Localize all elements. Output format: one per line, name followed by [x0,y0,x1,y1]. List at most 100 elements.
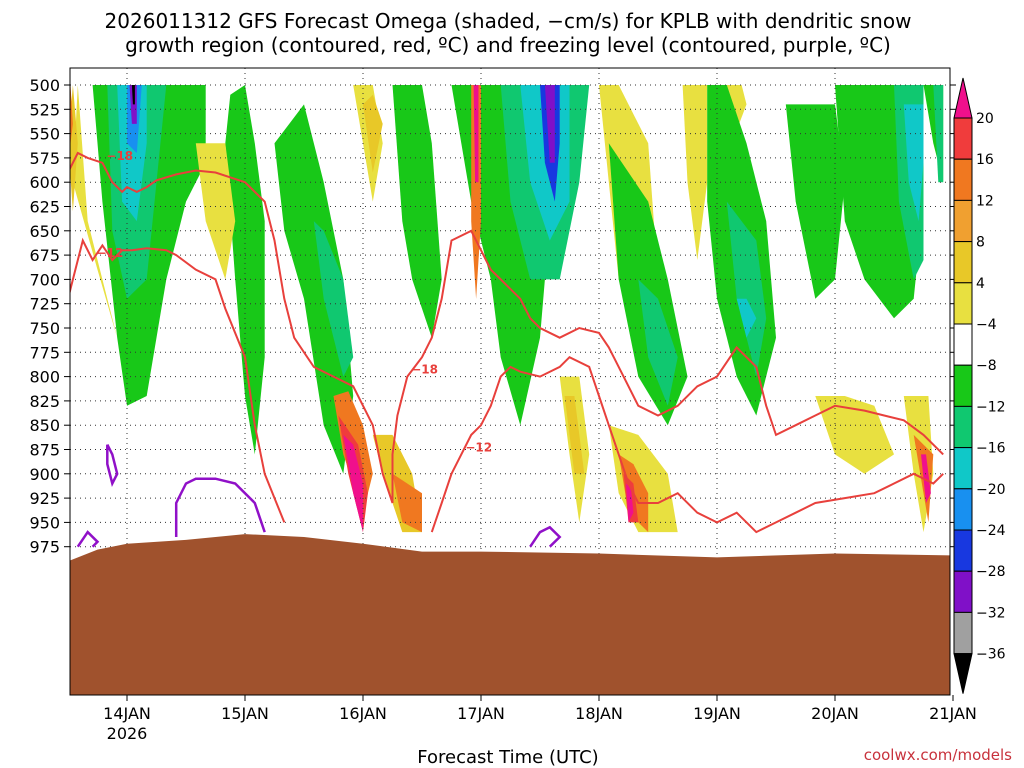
y-tick-label: 975 [29,538,60,557]
freezing-contour-1 [174,477,266,537]
x-tick-label: 14JAN [103,704,151,723]
omega-region-2 [70,85,73,147]
x-tick-label: 16JAN [339,704,387,723]
colorbar-top-arrow [953,77,973,119]
colorbar-swatch [953,282,973,325]
freezing-contour-3 [529,525,562,548]
x-tick-label: 15JAN [221,704,269,723]
colorbar: 20 16 12 8 4 −4 −8 −12 −16 −20 −24 −28 −32 −36 [953,77,1006,694]
y-tick-label: 700 [29,270,60,289]
omega-region-37 [682,85,708,260]
omega-region-32 [638,279,678,406]
y-tick-label: 900 [29,465,60,484]
colorbar-label: −12 [976,399,1006,415]
x-tick-label: 17JAN [457,704,505,723]
dgz-contour-2 [391,229,944,503]
dgz-contour-label: −12 [465,440,492,454]
y-tick-label: 750 [29,319,60,338]
omega-region-33 [608,425,678,533]
omega-region-0 [72,85,118,338]
omega-region-29 [564,396,585,474]
y-tick-label: 925 [29,489,60,508]
omega-region-40 [726,201,767,377]
y-tick-label: 500 [29,76,60,95]
colorbar-label: 8 [976,235,985,251]
x-tick-label: 21JAN [929,704,977,723]
colorbar-label: −8 [976,358,997,374]
omega-region-14 [363,94,383,173]
temperature-contours: −18 −12 −18 −12 [70,149,944,548]
colorbar-swatch [953,570,973,613]
colorbar-label: 4 [976,276,985,292]
freezing-contour-2 [76,530,100,548]
colorbar-swatch [953,529,973,572]
y-tick-label: 725 [29,295,60,314]
terrain [70,534,950,695]
omega-region-11 [274,104,354,474]
omega-region-5 [117,85,147,222]
omega-region-23 [473,85,479,183]
colorbar-label: −16 [976,441,1006,457]
omega-region-36 [626,483,634,523]
colorbar-swatch [953,199,973,243]
omega-region-19 [392,473,422,533]
omega-region-46 [903,104,924,222]
freezing-contour-0 [106,444,119,488]
y-tick-label: 550 [29,125,60,144]
omega-region-12 [313,221,354,377]
colorbar-label: −28 [976,564,1006,580]
y-tick-label: 575 [29,149,60,168]
y-tick-label: 525 [29,100,60,119]
y-tick-label: 825 [29,392,60,411]
omega-region-41 [736,298,757,338]
x-axis-label: Forecast Time (UTC) [417,747,598,768]
omega-region-8 [131,85,135,105]
y-tick-label: 800 [29,368,60,387]
y-tick-label: 875 [29,441,60,460]
y-tick-label: 625 [29,198,60,217]
colorbar-swatch [953,405,973,449]
colorbar-swatch [953,488,973,531]
dgz-contour-1 [70,237,286,523]
chart-title-line-1: 2026011312 GFS Forecast Omega (shaded, −… [105,9,912,33]
omega-region-27 [544,85,555,163]
omega-shading [70,85,944,533]
colorbar-swatch [953,241,973,284]
colorbar-label: −36 [976,647,1006,663]
omega-region-43 [815,396,894,474]
y-tick-label: 650 [29,222,60,241]
colorbar-label: −32 [976,605,1006,621]
colorbar-bottom-arrow [953,653,973,694]
colorbar-swatch [953,611,973,655]
y-tick-label: 675 [29,246,60,265]
terrain-fill [70,534,950,695]
colorbar-swatch [953,323,973,366]
omega-region-20 [392,85,442,338]
y-tick-label: 775 [29,343,60,362]
colorbar-label: 16 [976,152,994,168]
dgz-contour-0 [70,151,394,504]
colorbar-label: 12 [976,193,994,209]
plot-frame [69,67,951,696]
x-tick-sublabel: 2026 [107,724,148,743]
omega-region-10 [195,143,236,280]
x-tick-label: 18JAN [575,704,623,723]
omega-region-42 [785,104,845,299]
omega-region-17 [343,434,363,533]
colorbar-swatch [953,117,973,160]
omega-region-9 [225,85,265,455]
colorbar-label: −4 [976,317,997,333]
colorbar-label: −20 [976,482,1006,498]
x-tick-label: 20JAN [811,704,859,723]
credit-text: coolwx.com/models [864,746,1012,764]
colorbar-label: −24 [976,523,1006,539]
colorbar-swatch [953,158,973,201]
omega-region-7 [129,85,137,124]
y-tick-label: 600 [29,173,60,192]
dgz-contour-3 [430,355,944,534]
omega-region-49 [921,454,931,503]
dgz-contour-label: −18 [411,363,438,377]
colorbar-label: 20 [976,111,994,127]
y-axis-ticks: 500 525 550 575 600 625 650 675 700 725 750 775 800 8… [29,76,956,557]
